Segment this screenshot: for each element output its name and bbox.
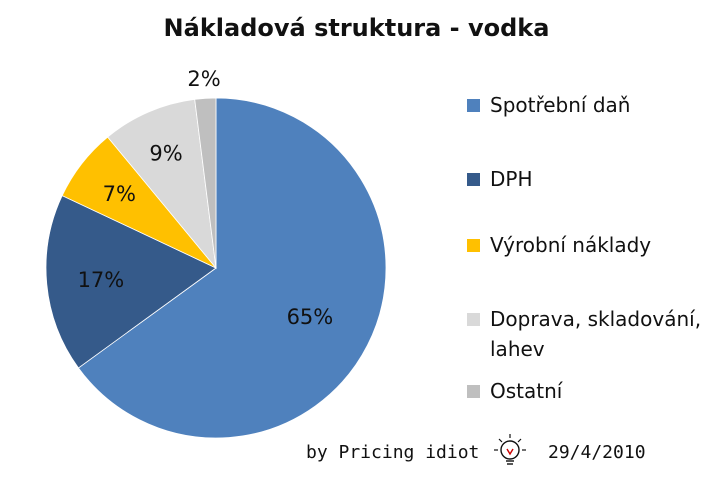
legend-label: Spotřební daň — [490, 93, 631, 117]
legend-label: DPH — [490, 167, 533, 191]
legend-label: Ostatní — [490, 379, 563, 403]
legend-label: Výrobní náklady — [490, 233, 652, 257]
legend-swatch — [467, 385, 480, 398]
signature-author: by Pricing idiot — [306, 442, 479, 463]
legend-swatch — [467, 239, 480, 252]
signature: by Pricing idiot 29/4/2010 — [306, 434, 646, 465]
signature-date: 29/4/2010 — [548, 442, 646, 463]
pie-slice — [107, 98, 217, 270]
legend-item: Ostatní — [467, 376, 713, 406]
legend-label: Doprava, skladování, lahev — [490, 307, 702, 361]
lightbulb-logo-icon — [494, 434, 526, 465]
legend-swatch — [467, 173, 480, 186]
pie-slice — [194, 97, 217, 269]
legend-item: Výrobní náklady — [467, 230, 713, 260]
legend-item: DPH — [467, 164, 713, 194]
pie-slice — [45, 195, 217, 369]
legend-item: Doprava, skladování, lahev — [467, 304, 713, 364]
slice-data-label: 2% — [187, 67, 220, 91]
legend-item: Spotřební daň — [467, 90, 713, 120]
slice-data-label: 9% — [149, 142, 182, 166]
slice-data-label: 65% — [287, 305, 334, 329]
slice-data-label: 7% — [103, 182, 136, 206]
legend-swatch — [467, 313, 480, 326]
pie-slice — [77, 97, 387, 439]
slice-data-label: 17% — [78, 268, 125, 292]
chart-title: Nákladová struktura - vodka — [163, 14, 550, 42]
legend-swatch — [467, 99, 480, 112]
